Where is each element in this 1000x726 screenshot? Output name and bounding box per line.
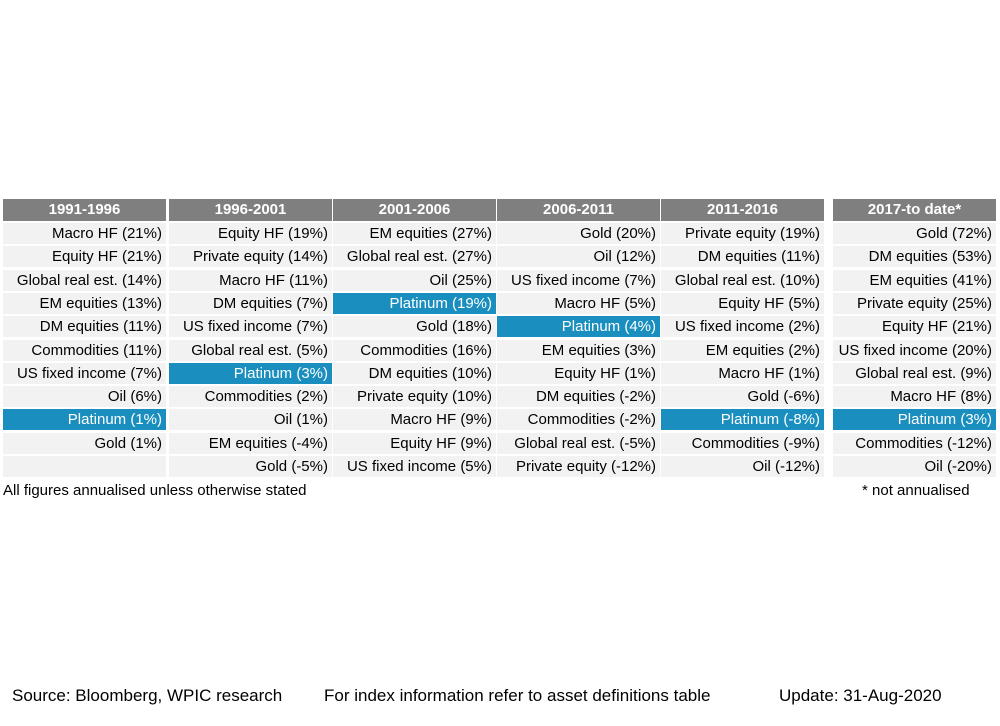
asset-return-cell: DM equities (-2%) <box>497 386 660 407</box>
asset-return-cell: US fixed income (2%) <box>661 316 824 337</box>
platinum-cell: Platinum (4%) <box>497 316 660 337</box>
asset-return-cell: Oil (25%) <box>333 270 496 291</box>
asset-return-cell: DM equities (11%) <box>3 316 166 337</box>
asset-return-cell: US fixed income (7%) <box>497 270 660 291</box>
asset-return-cell: EM equities (2%) <box>661 340 824 361</box>
index-info-note: For index information refer to asset def… <box>324 686 711 705</box>
asset-return-cell: Gold (18%) <box>333 316 496 337</box>
asset-return-cell: US fixed income (20%) <box>833 340 996 361</box>
asset-return-cell: EM equities (13%) <box>3 293 166 314</box>
asset-return-cell: DM equities (10%) <box>333 363 496 384</box>
column-header: 1991-1996 <box>3 199 166 221</box>
asset-return-cell: Equity HF (21%) <box>833 316 996 337</box>
asset-return-cell: Commodities (-9%) <box>661 433 824 454</box>
update-date: Update: 31-Aug-2020 <box>779 686 942 705</box>
platinum-cell: Platinum (1%) <box>3 409 166 430</box>
asset-return-cell: Global real est. (5%) <box>169 340 332 361</box>
asset-return-cell: EM equities (41%) <box>833 270 996 291</box>
asset-return-cell: US fixed income (7%) <box>3 363 166 384</box>
asset-return-cell: Oil (12%) <box>497 246 660 267</box>
not-annualised-note: * not annualised <box>862 482 970 499</box>
asset-return-cell: DM equities (7%) <box>169 293 332 314</box>
asset-return-cell: Oil (-12%) <box>661 456 824 477</box>
asset-return-cell: US fixed income (5%) <box>333 456 496 477</box>
source-note: Source: Bloomberg, WPIC research <box>12 686 283 705</box>
asset-return-cell: Private equity (19%) <box>661 223 824 244</box>
asset-return-cell: Gold (20%) <box>497 223 660 244</box>
asset-return-cell: Macro HF (11%) <box>169 270 332 291</box>
column-header: 2011-2016 <box>661 199 824 221</box>
platinum-cell: Platinum (-8%) <box>661 409 824 430</box>
asset-return-cell: Commodities (-2%) <box>497 409 660 430</box>
asset-return-cell: Oil (1%) <box>169 409 332 430</box>
asset-return-cell: Gold (1%) <box>3 433 166 454</box>
asset-return-cell: Macro HF (8%) <box>833 386 996 407</box>
asset-return-cell: DM equities (11%) <box>661 246 824 267</box>
asset-return-cell: Global real est. (14%) <box>3 270 166 291</box>
asset-return-cell: DM equities (53%) <box>833 246 996 267</box>
asset-return-cell: Commodities (-12%) <box>833 433 996 454</box>
asset-return-cell: EM equities (3%) <box>497 340 660 361</box>
asset-return-cell: Equity HF (1%) <box>497 363 660 384</box>
platinum-cell: Platinum (3%) <box>169 363 332 384</box>
asset-return-cell: Commodities (16%) <box>333 340 496 361</box>
asset-return-cell: Equity HF (21%) <box>3 246 166 267</box>
asset-return-cell: Global real est. (10%) <box>661 270 824 291</box>
asset-return-cell <box>3 456 166 477</box>
asset-return-cell: Private equity (25%) <box>833 293 996 314</box>
platinum-cell: Platinum (19%) <box>333 293 496 314</box>
asset-return-cell: Gold (-6%) <box>661 386 824 407</box>
column-header: 2017-to date* <box>833 199 996 221</box>
asset-return-cell: Private equity (10%) <box>333 386 496 407</box>
asset-return-cell: Global real est. (-5%) <box>497 433 660 454</box>
column-header: 2006-2011 <box>497 199 660 221</box>
asset-return-cell: Equity HF (9%) <box>333 433 496 454</box>
asset-return-cell: Private equity (-12%) <box>497 456 660 477</box>
asset-return-cell: Macro HF (5%) <box>497 293 660 314</box>
asset-return-cell: EM equities (-4%) <box>169 433 332 454</box>
asset-return-cell: Commodities (2%) <box>169 386 332 407</box>
annualised-note: All figures annualised unless otherwise … <box>3 482 307 499</box>
asset-return-cell: US fixed income (7%) <box>169 316 332 337</box>
asset-return-cell: Gold (72%) <box>833 223 996 244</box>
asset-return-cell: Global real est. (9%) <box>833 363 996 384</box>
asset-return-cell: Global real est. (27%) <box>333 246 496 267</box>
platinum-cell: Platinum (3%) <box>833 409 996 430</box>
column-header: 2001-2006 <box>333 199 496 221</box>
asset-return-cell: Equity HF (19%) <box>169 223 332 244</box>
asset-return-cell: Private equity (14%) <box>169 246 332 267</box>
asset-return-cell: Macro HF (9%) <box>333 409 496 430</box>
asset-return-cell: Macro HF (21%) <box>3 223 166 244</box>
column-header: 1996-2001 <box>169 199 332 221</box>
asset-return-cell: Macro HF (1%) <box>661 363 824 384</box>
asset-return-cell: Oil (-20%) <box>833 456 996 477</box>
asset-return-cell: Oil (6%) <box>3 386 166 407</box>
asset-return-cell: Commodities (11%) <box>3 340 166 361</box>
asset-return-cell: Gold (-5%) <box>169 456 332 477</box>
asset-return-cell: EM equities (27%) <box>333 223 496 244</box>
asset-return-cell: Equity HF (5%) <box>661 293 824 314</box>
